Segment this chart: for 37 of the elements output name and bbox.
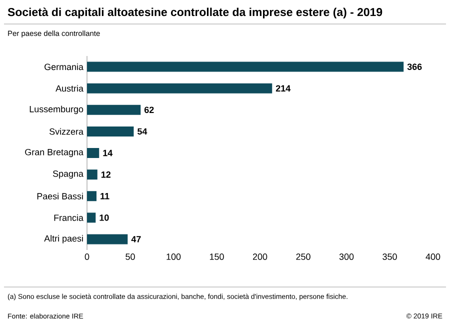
data-label: 11: [100, 193, 110, 200]
x-tick-label: 250: [296, 254, 310, 260]
y-tick-label: Lussemburgo: [30, 106, 84, 114]
bar: [87, 62, 404, 72]
data-label: 366: [407, 64, 422, 70]
bar: [87, 234, 128, 244]
bar: [87, 148, 100, 158]
data-label: 214: [276, 85, 291, 92]
bar: [87, 191, 97, 202]
y-tick-label: Spagna: [52, 170, 84, 179]
y-tick-label: Francia: [54, 214, 84, 221]
x-tick-label: 200: [252, 254, 268, 260]
x-tick-label: 50: [126, 254, 135, 260]
data-label: 62: [144, 106, 154, 114]
bar: [87, 170, 98, 180]
x-tick-label: 350: [382, 254, 397, 260]
bar: [87, 83, 272, 94]
bar: [87, 212, 96, 223]
bar: [87, 104, 141, 115]
bar: [87, 126, 134, 136]
data-label: 12: [101, 171, 111, 178]
data-label: 10: [100, 214, 109, 221]
data-label: 47: [131, 236, 141, 242]
data-label: 54: [138, 128, 148, 135]
y-tick-label: Svizzera: [50, 128, 84, 135]
x-tick-label: 300: [339, 254, 354, 260]
x-tick-label: 0: [84, 254, 90, 260]
y-tick-label: Gran Bretagna: [25, 148, 84, 158]
y-tick-label: Austria: [56, 85, 84, 92]
x-tick-label: 400: [426, 254, 440, 260]
y-tick-label: Germania: [44, 63, 84, 70]
chart-title: Società di capitali altoatesine controllate da imprese estere (a) - 2019: [8, 8, 382, 18]
data-label: 14: [103, 150, 113, 156]
x-tick-label: 150: [210, 254, 224, 260]
y-tick-label: Paesi Bassi: [37, 192, 83, 200]
y-tick-label: Altri paesi: [44, 235, 83, 244]
x-tick-label: 100: [166, 254, 181, 260]
